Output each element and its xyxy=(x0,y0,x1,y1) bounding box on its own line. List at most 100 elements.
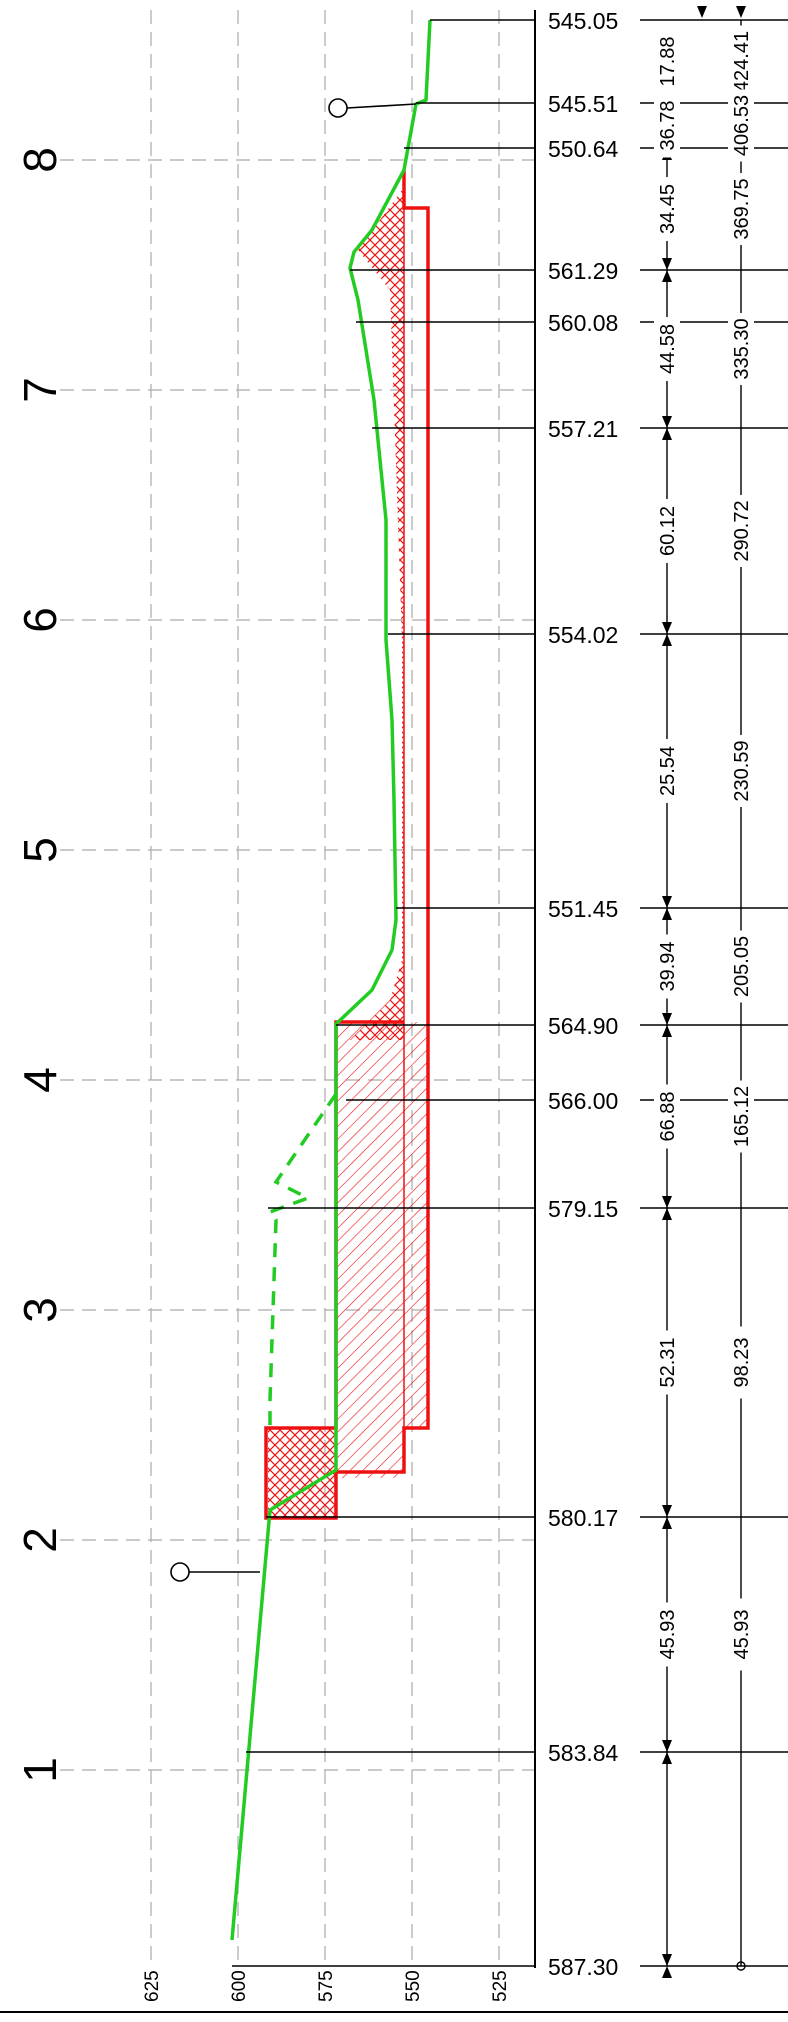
dimension-label-bg xyxy=(654,1602,680,1667)
station-elevation-label: 587.30 xyxy=(548,1954,618,1980)
dimension-arrow xyxy=(662,1505,672,1517)
cumulative-distance-label: 335.30 xyxy=(731,318,753,379)
cumulative-distance-label: 205.05 xyxy=(731,936,753,997)
terrain-line xyxy=(230,19,432,1941)
dimension-arrow xyxy=(662,1025,672,1037)
dimension-arrow xyxy=(662,1740,672,1752)
distance-dimensions: 17.88 424.41 36.78 406.53 34.45 369.75 44.58 33… xyxy=(654,6,754,1978)
dimension-label-bg xyxy=(654,499,680,563)
segment-distance-label: 45.93 xyxy=(657,1609,679,1659)
segment-distance-label: 25.54 xyxy=(657,746,679,796)
dimension-origin-circle xyxy=(736,1961,746,1971)
km-marker-label: 7 xyxy=(14,377,66,403)
elevation-tick-label: 600 xyxy=(229,1970,250,2002)
dimension-label-bg xyxy=(728,930,754,1003)
km-marker-label: 6 xyxy=(14,607,66,633)
elevation-tick-label: 525 xyxy=(490,1970,511,2002)
cut-area-lower-hatch xyxy=(404,1022,428,1428)
dimension-arrow xyxy=(662,1013,672,1025)
dimension-arrow xyxy=(662,270,672,282)
dimension-label-bg xyxy=(654,739,680,803)
km-markers: 1 2 3 4 5 6 7 8 xyxy=(14,147,66,1783)
station-elevation-label: 580.17 xyxy=(548,1505,618,1531)
dimension-arrow xyxy=(662,1954,672,1966)
dimension-label-bg xyxy=(654,93,680,158)
elevation-tick-label: 575 xyxy=(316,1970,337,2002)
dimension-label-bg xyxy=(728,735,754,807)
marker-line-top xyxy=(346,103,417,109)
dimension-arrow xyxy=(662,1208,672,1220)
km-marker-label: 4 xyxy=(14,1067,66,1093)
km-marker-label: 1 xyxy=(14,1757,66,1783)
dimension-arrow xyxy=(662,622,672,634)
cut-area-mid-hatch xyxy=(336,1022,404,1478)
dimension-arrow xyxy=(662,428,672,440)
segment-distance-label: 44.58 xyxy=(657,324,679,374)
dimension-label-bg xyxy=(654,934,680,999)
station-elevation-label: 561.29 xyxy=(548,258,618,284)
elevation-axis: 625 600 575 550 525 xyxy=(142,1970,511,2002)
station-elevation-label: 557.21 xyxy=(548,416,618,442)
dimension-arrow xyxy=(662,908,672,920)
cumulative-distance-label: 369.75 xyxy=(731,178,753,239)
dimension-arrow xyxy=(662,416,672,428)
cumulative-distance-label: 230.59 xyxy=(731,740,753,801)
marker-circle-top xyxy=(328,98,348,118)
dimension-label-bg xyxy=(728,89,754,162)
elevation-tick-label: 625 xyxy=(142,1970,163,2002)
km-marker-label: 5 xyxy=(14,837,66,863)
segment-distance-label: 39.94 xyxy=(657,941,679,991)
station-elevation-label: 545.05 xyxy=(548,8,618,34)
station-elevation-label: 566.00 xyxy=(548,1088,618,1114)
dimension-label-bg xyxy=(654,177,680,241)
segment-distance-label: 34.45 xyxy=(657,184,679,234)
cumulative-distance-label: 45.93 xyxy=(731,1609,753,1659)
elevation-tick-label: 550 xyxy=(403,1970,424,2002)
station-elevation-label: 564.90 xyxy=(548,1013,618,1039)
dimension-label-bg xyxy=(728,313,754,385)
dimension-label-bg xyxy=(654,29,680,94)
km-marker-label: 8 xyxy=(14,147,66,173)
dimension-arrow xyxy=(662,1752,672,1764)
cumulative-distance-label: 406.53 xyxy=(731,95,753,156)
dimension-label-bg xyxy=(728,1326,754,1399)
cumulative-distance-label: 165.12 xyxy=(731,1086,753,1147)
marker-circle-bottom xyxy=(170,1562,190,1582)
station-elevation-label: 560.08 xyxy=(548,310,618,336)
dimension-label-bg xyxy=(728,495,754,567)
section-markers xyxy=(170,98,417,1582)
dimension-arrow xyxy=(697,6,707,18)
station-elevation-label: 545.51 xyxy=(548,91,618,117)
segment-distance-label: 52.31 xyxy=(657,1337,679,1387)
dimension-label-bg xyxy=(728,1080,754,1153)
dimension-arrow xyxy=(662,1196,672,1208)
station-elevation-label: 554.02 xyxy=(548,622,618,648)
km-marker-label: 3 xyxy=(14,1297,66,1323)
cumulative-distance-label: 424.41 xyxy=(731,31,753,92)
dimension-arrow xyxy=(662,1966,672,1978)
dimension-arrow xyxy=(662,634,672,646)
segment-distance-label: 66.88 xyxy=(657,1091,679,1141)
station-elevation-label: 583.84 xyxy=(548,1740,619,1766)
terrain-dashed xyxy=(267,1093,338,1430)
station-elevation-labels: 545.05 545.51 550.64 561.29 560.08 557.21 554.… xyxy=(548,8,619,1980)
cumulative-distance-label: 290.72 xyxy=(731,500,753,561)
profile-frame xyxy=(0,10,788,2013)
cut-area-bottom-crosshatch xyxy=(268,1428,336,1518)
segment-distance-label: 17.88 xyxy=(657,36,679,86)
dimension-arrow xyxy=(736,6,746,18)
segment-distance-label: 60.12 xyxy=(657,506,679,556)
dimension-arrow xyxy=(662,258,672,270)
cumulative-distance-label: 98.23 xyxy=(731,1337,753,1387)
dimension-label-bg xyxy=(728,1598,754,1671)
cut-areas xyxy=(264,170,430,1520)
cut-area-upper-crosshatch xyxy=(350,190,404,1040)
station-elevation-label: 550.64 xyxy=(548,136,619,162)
dimension-arrow xyxy=(662,1517,672,1529)
dimension-label-bg xyxy=(654,1330,680,1395)
station-elevation-label: 579.15 xyxy=(548,1196,618,1222)
station-elevation-label: 551.45 xyxy=(548,896,618,922)
grid-lines xyxy=(60,10,535,1968)
dimension-label-bg xyxy=(728,25,754,98)
station-lines xyxy=(232,19,788,1967)
